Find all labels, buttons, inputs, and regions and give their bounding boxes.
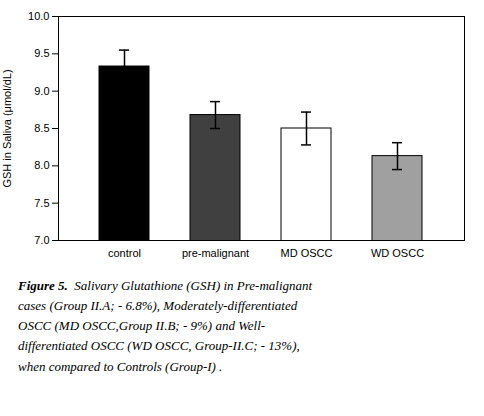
html-text:OSCC (MD OSCC,Group II.B; - 9%: OSCC (MD OSCC,Group II.B; - 9%) and Well… <box>18 318 266 334</box>
svg-text:8.0: 8.0 <box>34 159 49 171</box>
svg-text:9.5: 9.5 <box>34 47 49 59</box>
svg-text:MD OSCC: MD OSCC <box>281 247 333 259</box>
html-text:Figure 5. Salivary Glutathione: Figure 5. Salivary Glutathione (GSH) in … <box>18 278 313 293</box>
svg-text:WD OSCC: WD OSCC <box>371 247 424 259</box>
svg-text:GSH in Saliva (μmol/dL): GSH in Saliva (μmol/dL) <box>1 69 13 187</box>
svg-text:9.0: 9.0 <box>34 85 49 97</box>
svg-text:control: control <box>108 247 141 259</box>
svg-text:7.0: 7.0 <box>34 234 49 246</box>
svg-text:7.5: 7.5 <box>34 197 49 209</box>
html-text:when compared to Controls (Gro: when compared to Controls (Group-I) . <box>18 358 223 374</box>
svg-text:8.5: 8.5 <box>34 122 49 134</box>
html-text:cases (Group II.A; - 6.8%), Mo: cases (Group II.A; - 6.8%), Moderately-d… <box>18 298 298 314</box>
html-text:differentiated OSCC (WD OSCC,: differentiated OSCC (WD OSCC, Group-II.C… <box>18 338 300 354</box>
svg-text:10.0: 10.0 <box>28 10 49 22</box>
svg-text:pre-malignant: pre-malignant <box>182 247 249 259</box>
